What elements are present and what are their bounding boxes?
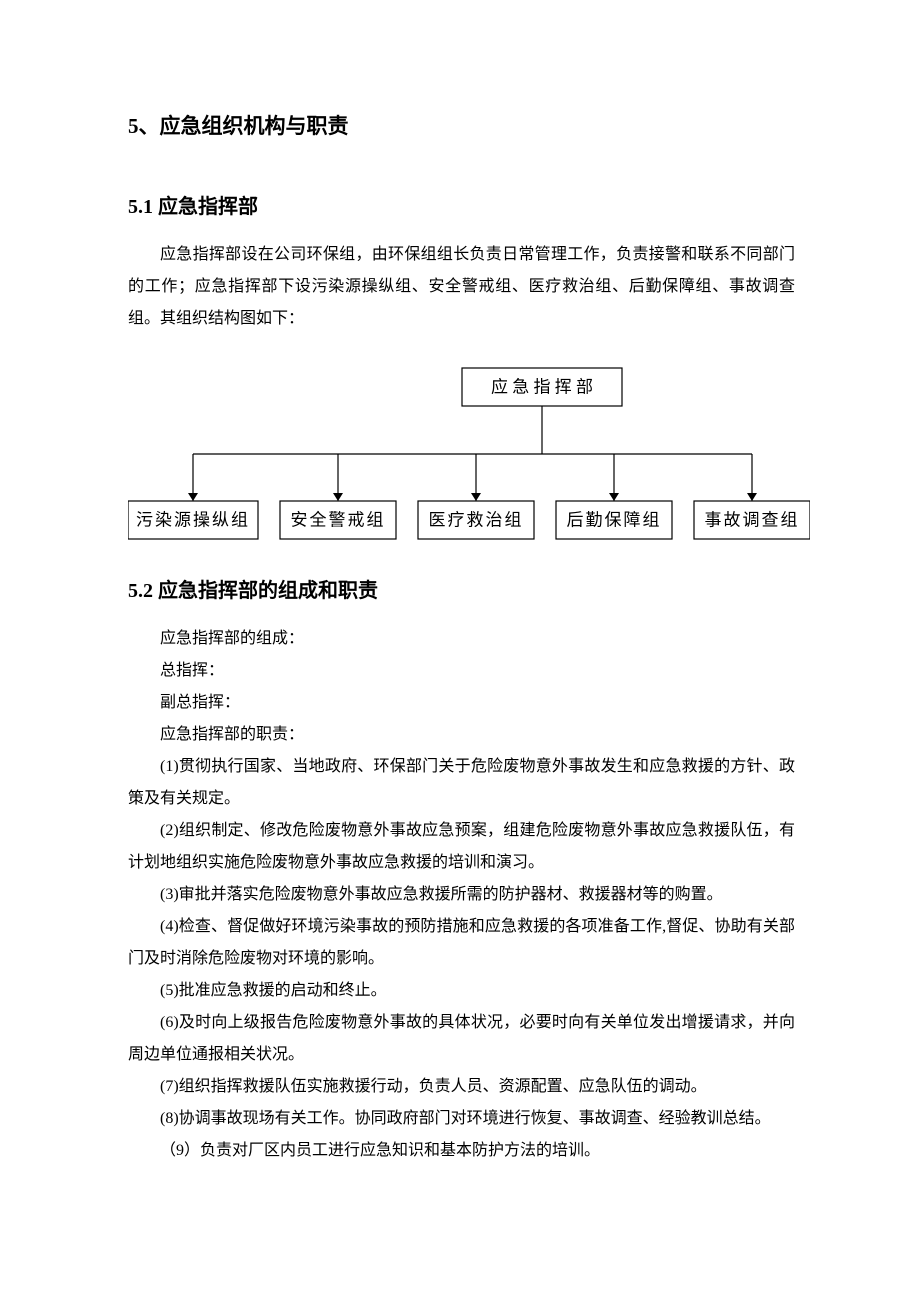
- svg-text:污染源操纵组: 污染源操纵组: [136, 511, 250, 530]
- section-52-title: 应急指挥部的组成和职责: [153, 580, 378, 602]
- section-51-paragraph: 应急指挥部设在公司环保组，由环保组组长负责日常管理工作，负责接警和联系不同部门的…: [128, 239, 795, 335]
- section-5-title: 应急组织机构与职责: [160, 114, 349, 138]
- svg-text:事故调查组: 事故调查组: [705, 511, 800, 530]
- section-51-number: 5.1: [128, 196, 153, 218]
- intro-line: 总指挥：: [128, 655, 795, 687]
- responsibility-item: (2)组织制定、修改危险废物意外事故应急预案，组建危险废物意外事故应急救援队伍，…: [128, 815, 795, 879]
- org-chart: 应 急 指 挥 部污染源操纵组安全警戒组医疗救治组后勤保障组事故调查组: [128, 353, 795, 548]
- responsibility-item: (6)及时向上级报告危险废物意外事故的具体状况，必要时向有关单位发出增援请求，并…: [128, 1007, 795, 1071]
- intro-line: 应急指挥部的组成：: [128, 623, 795, 655]
- svg-text:应 急 指 挥 部: 应 急 指 挥 部: [491, 378, 593, 397]
- responsibility-item: (4)检查、督促做好环境污染事故的预防措施和应急救援的各项准备工作,督促、协助有…: [128, 911, 795, 975]
- section-5-number: 5、: [128, 114, 160, 138]
- svg-text:医疗救治组: 医疗救治组: [429, 511, 524, 530]
- svg-text:后勤保障组: 后勤保障组: [567, 511, 662, 530]
- intro-line: 副总指挥：: [128, 687, 795, 719]
- responsibility-item: (7)组织指挥救援队伍实施救援行动，负责人员、资源配置、应急队伍的调动。: [128, 1071, 795, 1103]
- section-5-heading: 5、应急组织机构与职责: [128, 110, 795, 140]
- section-51-title: 应急指挥部: [153, 196, 258, 218]
- section-52-number: 5.2: [128, 580, 153, 602]
- section-52-heading: 5.2 应急指挥部的组成和职责: [128, 574, 795, 603]
- responsibility-item: （9）负责对厂区内员工进行应急知识和基本防护方法的培训。: [128, 1135, 795, 1167]
- responsibility-item: (1)贯彻执行国家、当地政府、环保部门关于危险废物意外事故发生和应急救援的方针、…: [128, 751, 795, 815]
- intro-line: 应急指挥部的职责：: [128, 719, 795, 751]
- responsibility-item: (3)审批并落实危险废物意外事故应急救援所需的防护器材、救援器材等的购置。: [128, 879, 795, 911]
- responsibility-item: (5)批准应急救援的启动和终止。: [128, 975, 795, 1007]
- svg-text:安全警戒组: 安全警戒组: [291, 511, 386, 530]
- section-51-heading: 5.1 应急指挥部: [128, 190, 795, 219]
- responsibility-item: (8)协调事故现场有关工作。协同政府部门对环境进行恢复、事故调查、经验教训总结。: [128, 1103, 795, 1135]
